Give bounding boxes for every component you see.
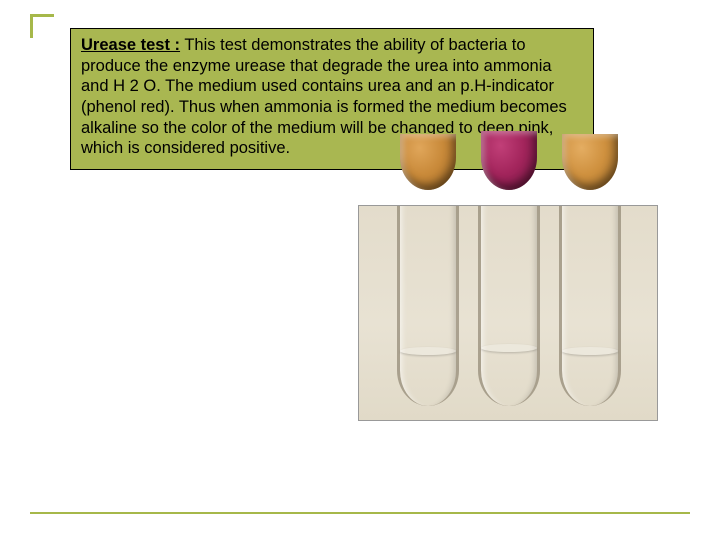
test-tubes-illustration	[358, 205, 658, 421]
tube-glass	[397, 206, 459, 406]
slide-bottom-rule	[30, 512, 690, 514]
tube-meniscus	[481, 344, 537, 352]
tube-fill-negative	[400, 134, 456, 190]
tube-fill-negative	[562, 134, 618, 190]
slide-corner-accent	[30, 14, 54, 38]
tube-glass	[478, 206, 540, 406]
tube-fill-positive	[481, 131, 537, 190]
tube-meniscus	[400, 347, 456, 355]
tube-glass	[559, 206, 621, 406]
tube-meniscus	[562, 347, 618, 355]
description-title: Urease test :	[81, 36, 180, 54]
